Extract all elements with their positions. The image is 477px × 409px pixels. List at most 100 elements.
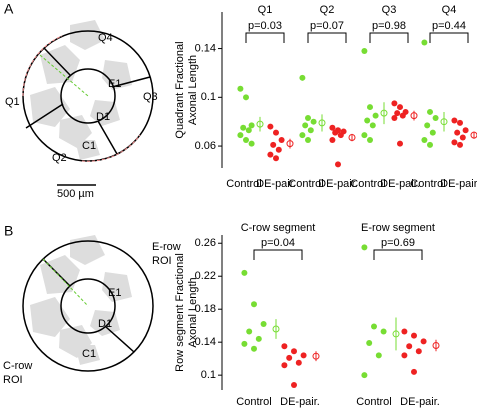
data-point [251, 345, 257, 352]
diagram-label: C1 [82, 348, 96, 360]
diagram-label: ROI [152, 255, 172, 267]
roi-inner [60, 68, 116, 124]
data-point [299, 132, 306, 139]
diagram-label: C1 [82, 140, 96, 152]
data-point [371, 323, 377, 330]
data-point [237, 132, 244, 139]
diagram-label: Q4 [98, 32, 113, 44]
x-category-label: Control [226, 178, 261, 190]
bracket [307, 32, 347, 43]
data-point [255, 335, 262, 342]
diagram-label: Q3 [143, 91, 158, 103]
x-category-label: DE-pair. [400, 396, 440, 408]
data-point [240, 124, 247, 131]
data-point [462, 127, 469, 134]
data-point [427, 108, 433, 115]
data-point [291, 348, 297, 355]
divider [111, 76, 151, 88]
data-point [451, 139, 458, 146]
data-point [367, 104, 373, 111]
x-category-label: DE-pair. [440, 178, 477, 190]
diagram-label: Q1 [5, 96, 20, 108]
mean-marker [470, 131, 477, 139]
data-point [415, 348, 422, 355]
data-point [275, 146, 282, 153]
p-value: p=0.07 [310, 20, 344, 32]
data-point [305, 136, 311, 143]
data-point [369, 122, 376, 129]
data-point [429, 129, 436, 136]
data-point [366, 340, 373, 347]
data-point [273, 129, 279, 136]
group-title: Q4 [442, 4, 457, 16]
diagram-label: D1 [98, 318, 112, 330]
group-title: Q3 [382, 4, 397, 16]
diagram-label: Q2 [52, 152, 67, 164]
diagram-label: E-row [152, 241, 181, 253]
data-point [394, 110, 401, 117]
data-point [267, 151, 274, 158]
data-point [401, 352, 408, 359]
data-point [273, 155, 279, 162]
x-category-label: Control [236, 396, 271, 408]
data-point [411, 368, 417, 375]
group-title: E-row segment [361, 222, 435, 234]
y-tick-label: 0.14 [195, 42, 216, 54]
mean-marker [392, 330, 400, 338]
x-category-label: Control [356, 396, 391, 408]
scale-label: 500 µm [57, 188, 94, 200]
y-axis-label: Quadrant Fractional [174, 41, 186, 138]
divider [97, 120, 118, 155]
x-category-label: Control [350, 178, 385, 190]
p-value: p=0.98 [372, 20, 406, 32]
x-category-label: DE-pair. [280, 396, 320, 408]
data-point [424, 122, 431, 129]
data-point [300, 352, 307, 359]
data-point [307, 127, 314, 134]
mean-marker [440, 118, 448, 126]
y-axis-label: Row segment Fractional [174, 253, 186, 372]
arc [81, 134, 141, 162]
axon [42, 258, 89, 307]
data-point [260, 321, 267, 328]
data-point [411, 332, 417, 339]
data-point [454, 129, 461, 136]
data-point [299, 74, 306, 81]
data-point [335, 161, 341, 168]
mean-marker [410, 112, 418, 120]
bracket [245, 32, 285, 43]
data-point [427, 141, 433, 148]
data-point [375, 352, 382, 359]
data-point [281, 343, 288, 350]
p-value: p=0.03 [248, 20, 282, 32]
y-tick-label: 0.18 [195, 303, 216, 315]
data-point [337, 132, 344, 139]
divider [43, 47, 71, 76]
bracket [253, 249, 303, 260]
data-point [267, 123, 274, 130]
group-title: C-row segment [241, 222, 316, 234]
data-point [248, 122, 255, 129]
data-point [367, 136, 373, 143]
data-point [401, 328, 408, 335]
barrel [30, 20, 132, 160]
data-point [245, 127, 252, 134]
data-point [397, 140, 403, 147]
data-point [243, 136, 249, 143]
data-point [329, 136, 336, 143]
data-point [241, 269, 248, 276]
data-point [391, 115, 398, 122]
data-point [251, 301, 257, 308]
data-point [295, 359, 302, 366]
data-point [281, 362, 288, 369]
data-point [457, 141, 463, 148]
x-category-label: DE-pair. [318, 178, 358, 190]
data-point [361, 48, 368, 54]
diagram-label: D1 [96, 111, 110, 123]
data-point [420, 338, 427, 345]
data-point [361, 244, 368, 251]
data-point [361, 132, 368, 139]
p-value: p=0.04 [261, 237, 295, 249]
data-point [243, 94, 249, 101]
